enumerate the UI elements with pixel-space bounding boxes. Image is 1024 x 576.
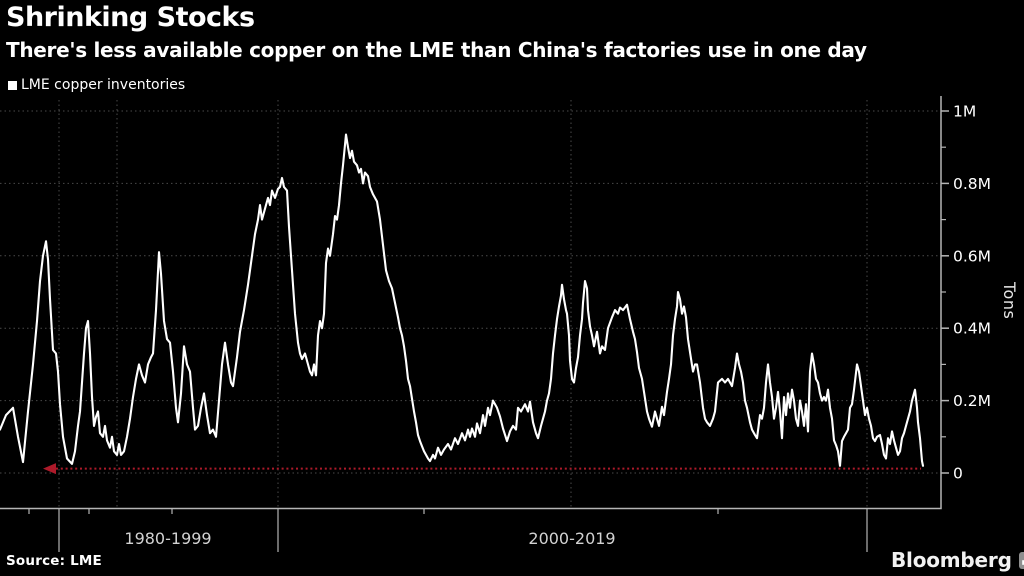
y-tick-label: 0.4M: [953, 320, 991, 338]
legend: LME copper inventories: [8, 77, 185, 93]
legend-label: LME copper inventories: [21, 77, 186, 93]
page-subtitle: There's less available copper on the LME…: [6, 38, 867, 62]
y-axis-title: Tons: [1000, 282, 1019, 320]
x-period-label: 1980-1999: [124, 529, 211, 548]
y-tick-label: 0.8M: [953, 175, 991, 193]
series-line: [0, 133, 925, 467]
legend-marker-icon: [8, 80, 17, 90]
y-tick-label: 1M: [953, 103, 976, 121]
bloomberg-wordmark: Bloomberg: [891, 548, 1012, 572]
y-tick-label: 0.2M: [953, 392, 991, 410]
y-tick-label: 0.6M: [953, 247, 991, 265]
axis-spine: [0, 96, 942, 510]
source-note: Source: LME: [6, 553, 102, 569]
page-title: Shrinking Stocks: [6, 2, 255, 33]
y-tick-label: 0: [953, 465, 963, 483]
left-arrowhead-icon: [43, 463, 56, 475]
bloomberg-terminal-icon: [1018, 551, 1024, 569]
bloomberg-logo: Bloomberg: [891, 548, 1024, 572]
x-period-label: 2000-2019: [528, 529, 615, 548]
